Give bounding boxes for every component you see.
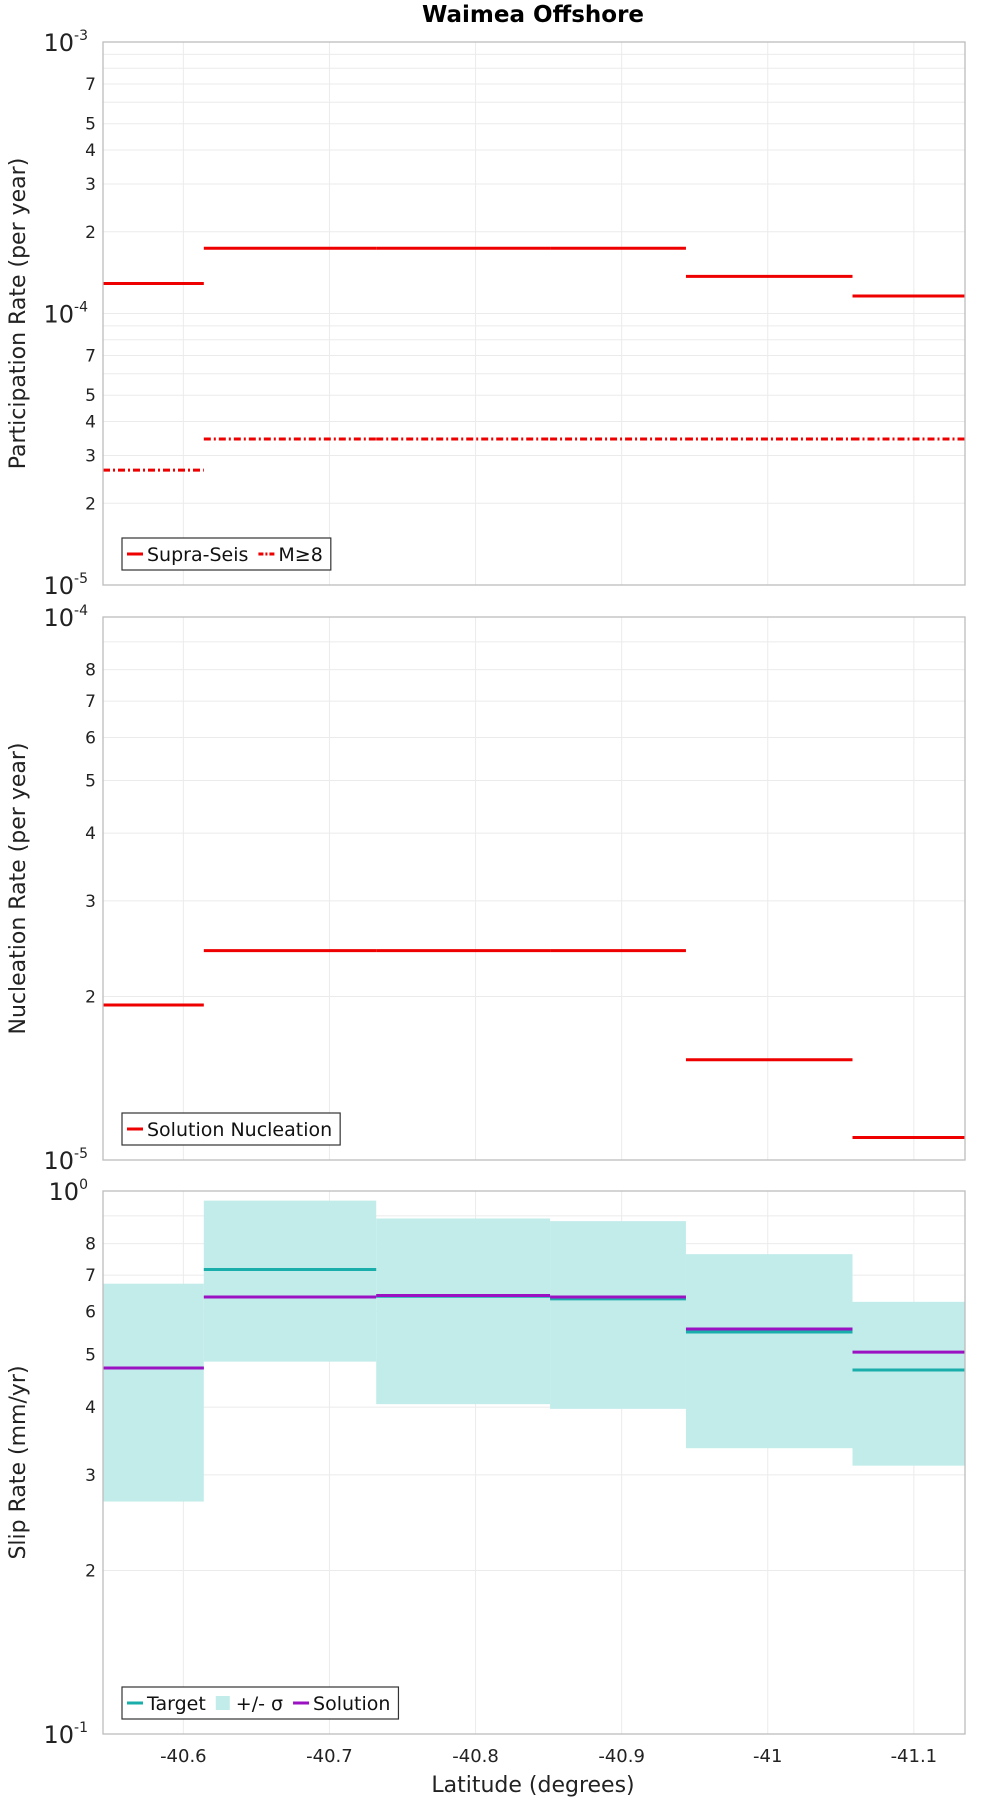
y-decade-tick-label: 10-4	[43, 300, 88, 329]
sigma-band-segment	[103, 1283, 204, 1502]
decade-exponent: -3	[74, 28, 88, 44]
x-axis-label: Latitude (degrees)	[431, 1773, 634, 1798]
sigma-band-segment	[685, 1254, 853, 1449]
legend: Solution Nucleation	[121, 1112, 341, 1146]
y-decade-tick-label: 10-5	[43, 571, 88, 600]
decade-base: 10	[43, 301, 74, 329]
decade-exponent: -5	[74, 1146, 88, 1162]
chart-title: Waimea Offshore	[422, 2, 644, 28]
y-axis-label: Participation Rate (per year)	[6, 158, 31, 470]
y-axis-label: Nucleation Rate (per year)	[6, 743, 31, 1035]
y-minor-tick-label: 4	[85, 141, 96, 161]
sigma-band-segment	[203, 1200, 377, 1362]
y-minor-tick-label: 5	[85, 771, 96, 791]
y-minor-tick-label: 2	[85, 988, 96, 1008]
decade-base: 10	[43, 604, 74, 632]
y-decade-tick-label: 10-4	[43, 603, 88, 632]
sigma-band-segment	[376, 1218, 551, 1405]
decade-base: 10	[43, 1721, 74, 1749]
y-decade-tick-label: 10-5	[43, 1146, 88, 1175]
legend-label: Solution	[313, 1693, 390, 1715]
y-minor-tick-label: 7	[85, 692, 96, 712]
legend-swatch	[215, 1696, 230, 1710]
x-tick-label: -40.8	[452, 1746, 499, 1767]
decade-base: 10	[43, 572, 74, 600]
x-axis: -40.6 -40.7 -40.8 -40.9 -41 -41.1	[160, 1746, 937, 1767]
decade-exponent: 0	[79, 1177, 88, 1193]
decade-exponent: -4	[74, 603, 88, 619]
legend-box	[121, 1112, 341, 1146]
y-minor-tick-label: 5	[85, 115, 96, 135]
y-minor-tick-label: 7	[85, 75, 96, 95]
decade-exponent: -5	[74, 571, 88, 587]
decade-exponent: -1	[74, 1720, 88, 1736]
x-tick-label: -40.9	[598, 1746, 645, 1767]
y-minor-tick-label: 3	[85, 175, 96, 195]
y-minor-tick-label: 5	[85, 1345, 96, 1365]
y-minor-tick-label: 6	[85, 728, 96, 748]
y-minor-tick-label: 7	[85, 347, 96, 367]
plot-frame	[102, 616, 966, 1161]
decade-base: 10	[49, 1178, 80, 1206]
y-minor-tick-label: 8	[85, 661, 96, 681]
decade-exponent: -4	[74, 300, 88, 316]
y-decade-tick-label: 100	[49, 1177, 88, 1206]
legend-label: M≥8	[278, 544, 322, 566]
sigma-band-segment	[852, 1301, 965, 1466]
plot-frame	[102, 41, 966, 586]
legend-label: +/- σ	[236, 1693, 283, 1715]
y-minor-tick-label: 3	[85, 1466, 96, 1486]
x-tick-label: -40.7	[306, 1746, 353, 1767]
legend: Target +/- σ Solution	[121, 1686, 400, 1720]
y-minor-tick-label: 5	[85, 386, 96, 406]
y-decade-tick-label: 10-3	[43, 28, 88, 57]
sigma-band-segment	[550, 1221, 686, 1409]
y-minor-tick-label: 4	[85, 1398, 96, 1418]
y-axis-label: Slip Rate (mm/yr)	[6, 1365, 31, 1559]
y-minor-tick-label: 4	[85, 413, 96, 433]
x-tick-label: -40.6	[160, 1746, 207, 1767]
x-tick-label: -41.1	[891, 1746, 938, 1767]
y-minor-tick-label: 3	[85, 892, 96, 912]
legend-box	[121, 1686, 400, 1720]
y-minor-tick-label: 4	[85, 824, 96, 844]
legend-label: Supra-Seis	[147, 544, 248, 566]
plot-frame	[102, 1190, 966, 1735]
x-tick-label: -41	[753, 1746, 782, 1767]
legend-label: Target	[146, 1693, 206, 1715]
y-decade-tick-label: 10-1	[43, 1720, 88, 1749]
y-minor-tick-label: 8	[85, 1235, 96, 1255]
y-minor-tick-label: 2	[85, 223, 96, 243]
legend: Supra-Seis M≥8	[121, 537, 332, 571]
y-minor-tick-label: 3	[85, 446, 96, 466]
y-minor-tick-label: 7	[85, 1266, 96, 1286]
y-minor-tick-label: 6	[85, 1302, 96, 1322]
decade-base: 10	[43, 29, 74, 57]
y-minor-tick-label: 2	[85, 494, 96, 514]
legend-label: Solution Nucleation	[147, 1119, 332, 1141]
decade-base: 10	[43, 1147, 74, 1175]
legend-box	[121, 537, 332, 571]
y-minor-tick-label: 2	[85, 1562, 96, 1582]
